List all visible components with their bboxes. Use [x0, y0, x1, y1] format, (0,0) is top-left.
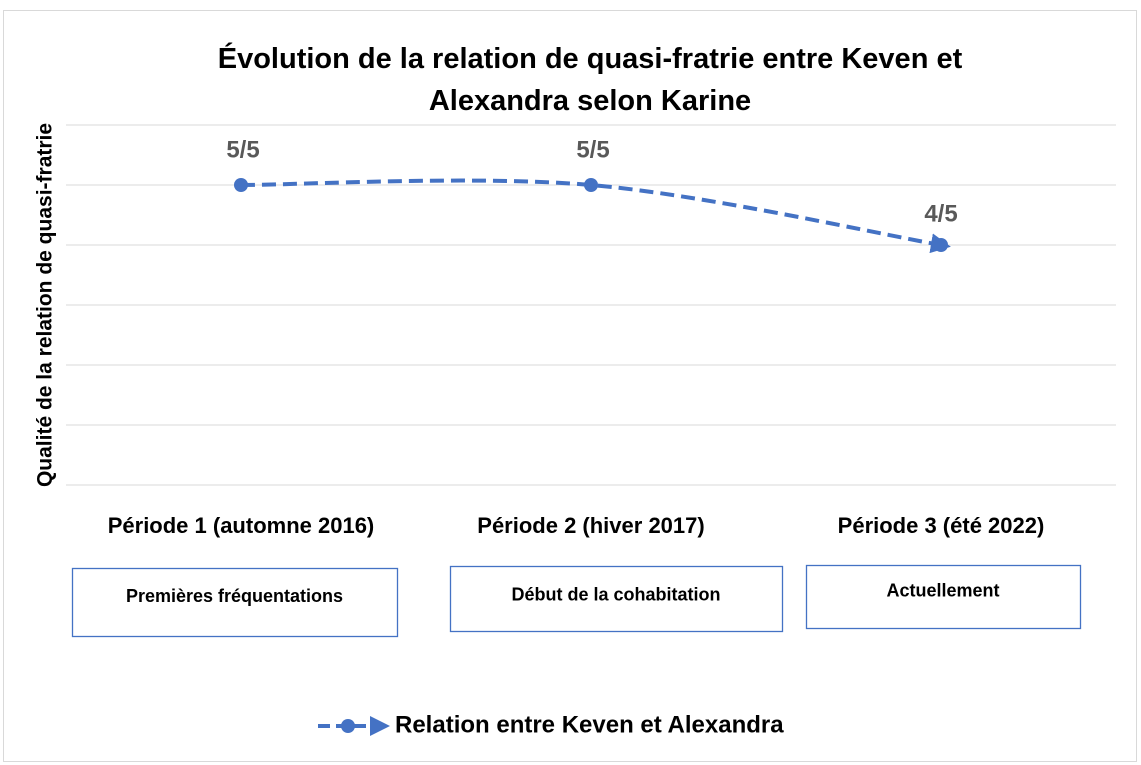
legend-label: Relation entre Keven et Alexandra — [395, 711, 784, 738]
annotation-box — [449, 565, 784, 633]
x-tick-label: Période 2 (hiver 2017) — [477, 513, 704, 538]
legend-marker — [341, 719, 355, 733]
data-point — [234, 178, 248, 192]
annotation-box — [805, 564, 1082, 630]
data-point — [584, 178, 598, 192]
data-label: 5/5 — [226, 136, 259, 163]
title-line: Évolution de la relation de quasi-fratri… — [218, 41, 963, 75]
data-label: 5/5 — [576, 136, 609, 163]
y-axis-label: Qualité de la relation de quasi-fratrie — [34, 123, 57, 487]
annotation: Premières fréquentations — [126, 586, 343, 606]
series-line — [240, 178, 951, 254]
data-point — [934, 238, 948, 252]
x-tick-label: Période 3 (été 2022) — [838, 513, 1045, 538]
annotation: Début de la cohabitation — [511, 584, 720, 604]
annotation: Actuellement — [886, 580, 999, 600]
data-label: 4/5 — [924, 200, 957, 227]
chart-title: Évolution de la relation de quasi-fratri… — [218, 41, 963, 117]
title-line: Alexandra selon Karine — [429, 85, 751, 117]
annotation-box — [71, 567, 399, 638]
chart-border — [3, 10, 1137, 762]
x-tick-label: Période 1 (automne 2016) — [108, 513, 375, 538]
